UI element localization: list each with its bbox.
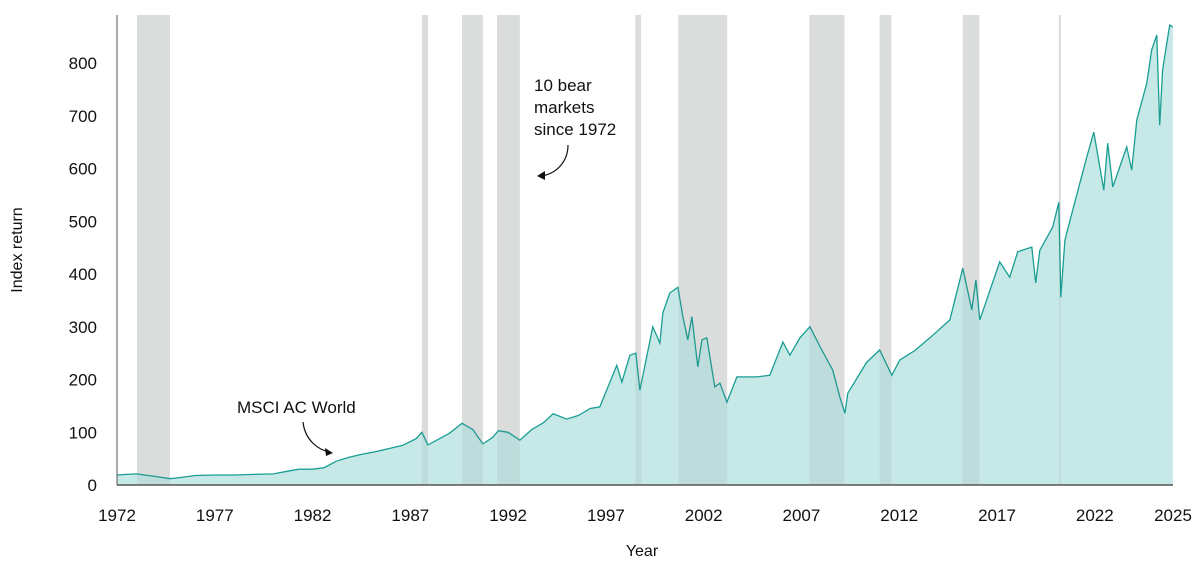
y-axis-label: Index return (9, 207, 26, 292)
bear-market-band-overlay (809, 15, 845, 485)
series-area-fill (117, 25, 1173, 485)
y-tick-label: 100 (69, 423, 97, 442)
x-tick-label: 2017 (978, 506, 1016, 525)
bear-annotation-arrowhead (537, 171, 545, 180)
bear-market-band-overlay (461, 15, 483, 485)
bear-market-band (136, 15, 170, 485)
y-tick-label: 200 (69, 371, 97, 390)
bear-market-band-overlay (879, 15, 892, 485)
bear-annotation-line-2: markets (534, 98, 594, 117)
bear-market-band (635, 15, 642, 485)
series-annotation-arrowhead (325, 448, 333, 456)
bear-market-band-overlay (678, 15, 728, 485)
bear-market-band-overlay (1058, 15, 1061, 485)
x-tick-label: 2007 (783, 506, 821, 525)
bear-market-band (879, 15, 892, 485)
bear-market-band (421, 15, 428, 485)
bear-market-band (496, 15, 520, 485)
bear-market-band-overlay (962, 15, 980, 485)
series-line (116, 23, 1174, 480)
bear-market-band-overlay (635, 15, 642, 485)
bear-market-band-overlay (496, 15, 520, 485)
y-tick-label: 0 (88, 476, 97, 495)
y-tick-label: 800 (69, 54, 97, 73)
bear-market-band-overlay (136, 15, 170, 485)
y-tick-labels: 0 100 200 300 400 500 600 700 800 (69, 54, 97, 495)
x-tick-labels: 1972 1977 1982 1987 1992 1997 2002 2007 2012 2017… (98, 506, 1192, 525)
y-tick-label: 300 (69, 318, 97, 337)
x-tick-label: 2002 (685, 506, 723, 525)
bear-annotation-line-1: 10 bear (534, 76, 592, 95)
x-tick-label: 2022 (1076, 506, 1114, 525)
series-annotation-label: MSCI AC World (237, 398, 356, 417)
x-tick-label: 1977 (196, 506, 234, 525)
x-tick-label: 2012 (880, 506, 918, 525)
x-tick-label-end: 2025 (1154, 506, 1192, 525)
bear-market-band-overlays (136, 15, 1061, 485)
x-axis-label: Year (626, 543, 659, 560)
x-tick-label: 1987 (391, 506, 429, 525)
y-tick-label: 600 (69, 160, 97, 179)
x-tick-label: 1992 (489, 506, 527, 525)
series-annotation-arrow (302, 421, 331, 453)
x-tick-label: 1997 (587, 506, 625, 525)
y-tick-label: 400 (69, 265, 97, 284)
bear-market-band (461, 15, 483, 485)
bear-annotation-line-3: since 1972 (534, 120, 616, 139)
y-tick-label: 700 (69, 107, 97, 126)
x-tick-label: 1982 (294, 506, 332, 525)
y-tick-label: 500 (69, 212, 97, 231)
bear-market-band-overlay (421, 15, 428, 485)
bear-annotation-arrow (540, 144, 569, 177)
x-tick-label: 1972 (98, 506, 136, 525)
